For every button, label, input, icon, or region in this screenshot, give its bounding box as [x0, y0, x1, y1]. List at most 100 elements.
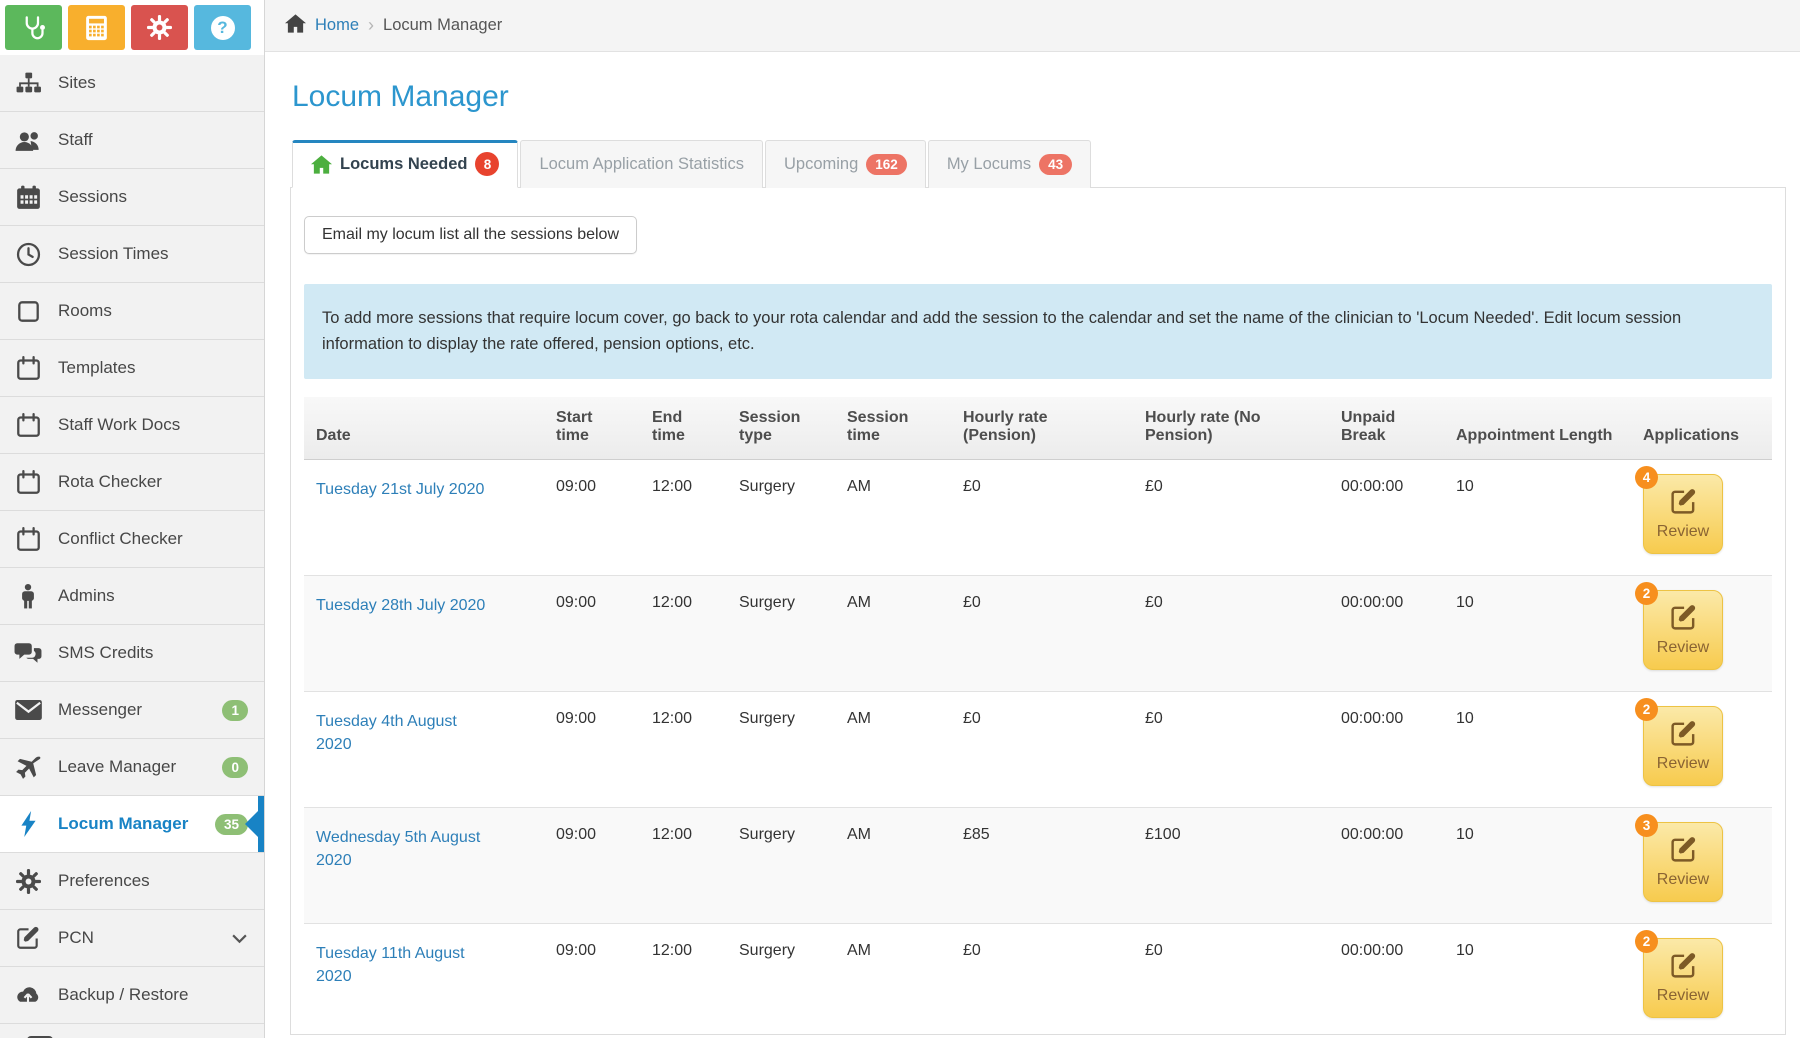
toolbar-gear-button[interactable]: [131, 5, 188, 50]
edit-icon: [1669, 487, 1698, 516]
review-button-label: Review: [1657, 987, 1709, 1005]
tab-upcoming[interactable]: Upcoming162: [765, 140, 926, 188]
calendar-outline-icon: [13, 470, 43, 495]
tab-locums-needed[interactable]: Locums Needed8: [292, 140, 518, 188]
break-cell: 00:00:00: [1329, 924, 1444, 1038]
sidebar-item-staff[interactable]: Staff: [0, 112, 264, 169]
time-cell: AM: [835, 924, 951, 1038]
column-header-date: Date: [304, 397, 544, 460]
applications-cell: 2Review: [1631, 576, 1772, 692]
sidebar-item-partial[interactable]: [0, 1024, 264, 1038]
sidebar-item-conflict-checker[interactable]: Conflict Checker: [0, 511, 264, 568]
sidebar-item-preferences[interactable]: Preferences: [0, 853, 264, 910]
sidebar-item-session-times[interactable]: Session Times: [0, 226, 264, 283]
sidebar-item-label: Preferences: [58, 871, 150, 891]
toolbar-help-button[interactable]: ?: [194, 5, 251, 50]
sidebar-item-label: Locum Manager: [58, 814, 188, 834]
type-cell: Surgery: [727, 576, 835, 692]
column-header-end-time: End time: [640, 397, 727, 460]
review-button-label: Review: [1657, 755, 1709, 773]
sidebar-item-locum-manager[interactable]: Locum Manager35: [0, 796, 264, 853]
quick-toolbar: ?: [0, 0, 264, 55]
tab-label: Upcoming: [784, 155, 858, 174]
breadcrumb: Home › Locum Manager: [265, 0, 1800, 52]
applications-cell: 2 Review: [1631, 924, 1772, 1038]
calendar-outline-icon: [13, 527, 43, 552]
rate-no-pension-cell: £0: [1133, 692, 1329, 808]
toolbar-calculator-button[interactable]: [68, 5, 125, 50]
date-cell: Tuesday 4th August 2020: [304, 692, 544, 808]
sidebar-item-label: Conflict Checker: [58, 529, 183, 549]
edit-icon: [1669, 603, 1698, 632]
date-cell: Tuesday 28th July 2020: [304, 576, 544, 692]
edit-icon: [1669, 951, 1698, 980]
sidebar-item-backup-restore[interactable]: Backup / Restore: [0, 967, 264, 1024]
gear-icon: [147, 15, 172, 40]
sidebar-item-rooms[interactable]: Rooms: [0, 283, 264, 340]
sidebar-item-sms-credits[interactable]: SMS Credits: [0, 625, 264, 682]
sidebar-item-leave-manager[interactable]: Leave Manager 0: [0, 739, 264, 796]
rate-no-pension-cell: £0: [1133, 460, 1329, 576]
locum-sessions-table: DateStart timeEnd timeSession typeSessio…: [304, 397, 1772, 1038]
review-button[interactable]: 3Review: [1643, 822, 1723, 902]
session-date-link[interactable]: Tuesday 11th August 2020: [316, 942, 490, 988]
sidebar-item-label: Sites: [58, 73, 96, 93]
tab-pane: Email my locum list all the sessions bel…: [290, 187, 1786, 1035]
review-button[interactable]: 2Review: [1643, 938, 1723, 1018]
sidebar-item-admins[interactable]: Admins: [0, 568, 264, 625]
breadcrumb-home-link[interactable]: Home: [315, 16, 359, 35]
applications-count-badge: 4: [1635, 466, 1658, 489]
time-cell: AM: [835, 808, 951, 924]
session-date-link[interactable]: Tuesday 28th July 2020: [316, 594, 485, 617]
sidebar-item-sites[interactable]: Sites: [0, 55, 264, 112]
column-header-hourly-rate-no-pension: Hourly rate (No Pension): [1133, 397, 1329, 460]
sidebar-item-label: Rooms: [58, 301, 112, 321]
type-cell: Surgery: [727, 460, 835, 576]
calendar-filled-icon: [13, 185, 43, 210]
rate-no-pension-cell: £0: [1133, 924, 1329, 1038]
sidebar-item-staff-work-docs[interactable]: Staff Work Docs: [0, 397, 264, 454]
rate-no-pension-cell: £100: [1133, 808, 1329, 924]
sidebar: ? Sites Staff Sessions Session Times Rooms Te…: [0, 0, 265, 1038]
table-row: Tuesday 21st July 2020 09:0012:00SurgeryA…: [304, 460, 1772, 576]
edit-icon: [1669, 719, 1698, 748]
help-icon: ?: [211, 16, 235, 40]
review-button[interactable]: 2Review: [1643, 590, 1723, 670]
end-cell: 12:00: [640, 576, 727, 692]
tab-my-locums[interactable]: My Locums43: [928, 140, 1091, 188]
start-cell: 09:00: [544, 460, 640, 576]
applications-count-badge: 2: [1635, 930, 1658, 953]
email-locum-list-button[interactable]: Email my locum list all the sessions bel…: [304, 216, 637, 254]
tab-locum-application-statistics[interactable]: Locum Application Statistics: [520, 140, 763, 188]
review-button[interactable]: 2Review: [1643, 706, 1723, 786]
time-cell: AM: [835, 460, 951, 576]
sidebar-item-sessions[interactable]: Sessions: [0, 169, 264, 226]
end-cell: 12:00: [640, 460, 727, 576]
bolt-icon: [13, 811, 43, 837]
sidebar-item-label: Leave Manager: [58, 757, 176, 777]
column-header-appointment-length: Appointment Length: [1444, 397, 1631, 460]
session-date-link[interactable]: Tuesday 21st July 2020: [316, 478, 484, 501]
home-icon: [311, 155, 332, 174]
session-date-link[interactable]: Tuesday 4th August 2020: [316, 710, 490, 756]
review-button-label: Review: [1657, 523, 1709, 541]
cloud-upload-icon: [13, 985, 43, 1006]
column-header-session-time: Session time: [835, 397, 951, 460]
toolbar-stethoscope-button[interactable]: [5, 5, 62, 50]
table-body: Tuesday 21st July 202009:0012:00SurgeryA…: [304, 460, 1772, 1038]
sidebar-item-label: Rota Checker: [58, 472, 162, 492]
sidebar-item-label: Session Times: [58, 244, 169, 264]
review-button[interactable]: 4Review: [1643, 474, 1723, 554]
rate-pension-cell: £0: [951, 460, 1133, 576]
review-button-label: Review: [1657, 871, 1709, 889]
session-date-link[interactable]: Wednesday 5th August 2020: [316, 826, 490, 872]
sidebar-item-rota-checker[interactable]: Rota Checker: [0, 454, 264, 511]
sidebar-item-messenger[interactable]: Messenger1: [0, 682, 264, 739]
rate-no-pension-cell: £0: [1133, 576, 1329, 692]
tab-label: Locum Application Statistics: [539, 155, 744, 174]
rate-pension-cell: £0: [951, 576, 1133, 692]
sidebar-item-label: Sessions: [58, 187, 127, 207]
count-badge: 0: [222, 757, 248, 778]
sidebar-item-templates[interactable]: Templates: [0, 340, 264, 397]
sidebar-item-pcn[interactable]: PCN: [0, 910, 264, 967]
